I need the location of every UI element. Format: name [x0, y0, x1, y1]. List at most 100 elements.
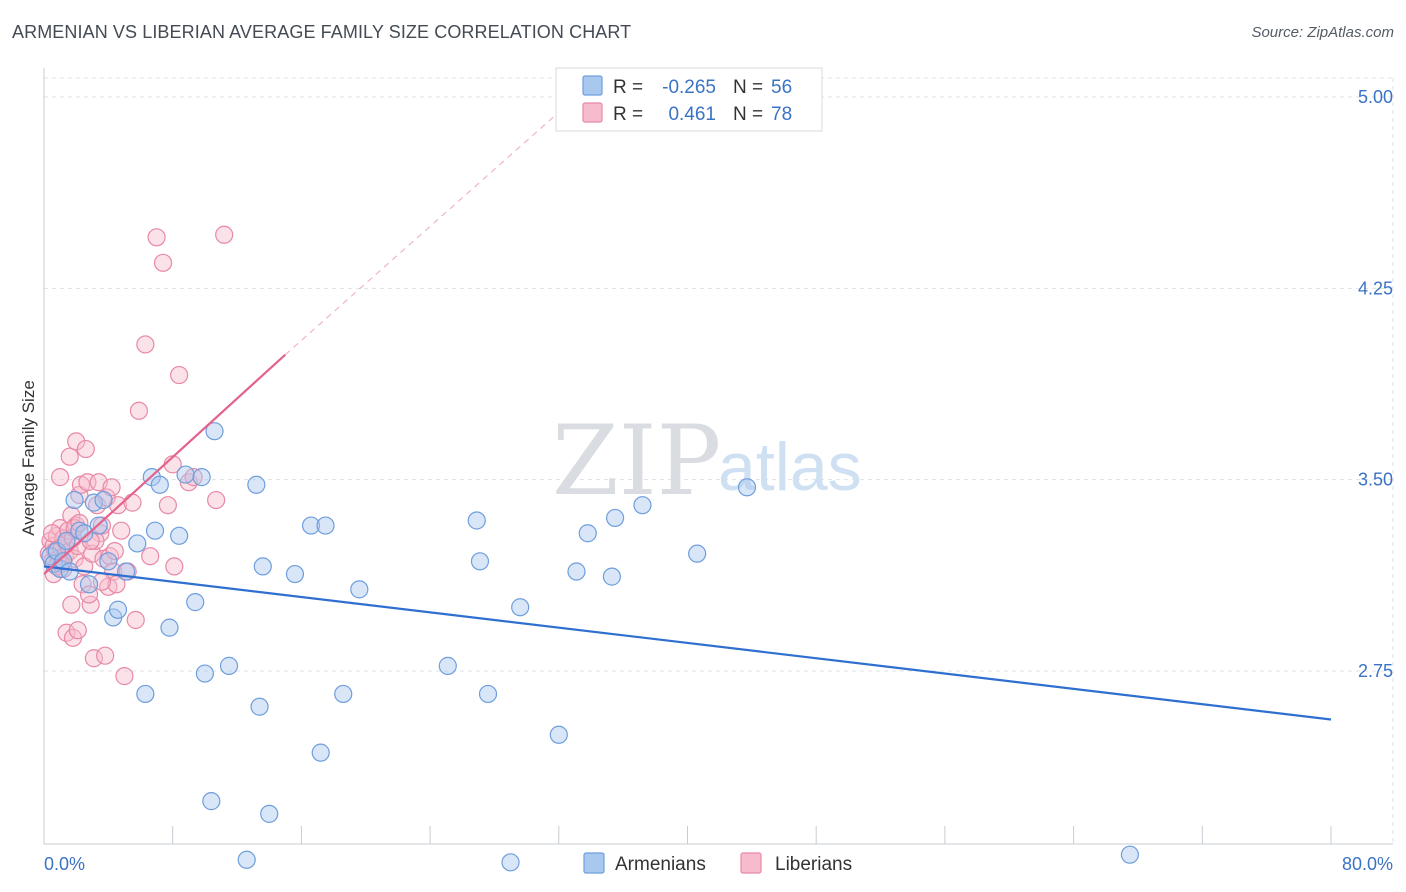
liberian-point: [67, 432, 86, 451]
bottom-legend-label-liberians: Liberians: [775, 854, 852, 875]
armenian-point: [160, 618, 179, 637]
armenian-point: [602, 567, 621, 586]
armenian-point: [60, 562, 79, 581]
liberian-point: [73, 575, 92, 594]
legend-n-value-armenians: 56: [771, 77, 792, 98]
legend-r-label-liberians: R =: [613, 104, 643, 125]
legend-n-value-liberians: 78: [771, 104, 792, 125]
armenian-point: [334, 684, 353, 704]
liberian-trend-line: [43, 353, 287, 575]
armenian-point: [311, 743, 330, 762]
armenian-point: [250, 697, 269, 716]
armenian-point: [219, 656, 239, 675]
liberian-point: [50, 468, 70, 487]
liberian-points: [39, 225, 234, 686]
liberian-point: [141, 547, 160, 566]
liberian-point: [115, 667, 134, 686]
armenian-point: [438, 656, 457, 675]
liberian-point: [207, 490, 226, 510]
armenian-point: [1120, 845, 1140, 864]
liberian-point: [62, 595, 81, 614]
armenian-point: [567, 562, 586, 581]
armenian-point: [195, 664, 214, 683]
armenian-point: [65, 490, 84, 510]
liberian-point: [136, 335, 155, 354]
liberian-point: [60, 447, 79, 466]
liberian-point: [215, 225, 234, 244]
legend-n-label-armenians: N =: [733, 77, 763, 98]
armenian-point: [467, 511, 486, 530]
y-axis-label: Average Family Size: [19, 380, 38, 536]
armenian-point: [128, 534, 147, 553]
armenian-point: [145, 521, 165, 540]
armenian-point: [136, 684, 155, 704]
armenian-point: [260, 804, 279, 823]
y-tick-label: 2.75: [1358, 661, 1393, 681]
armenian-point: [578, 524, 597, 543]
y-tick-label: 3.50: [1358, 470, 1393, 490]
y-tick-labels: 5.00 4.25 3.50 2.75: [1358, 87, 1393, 681]
liberian-point: [76, 439, 95, 459]
armenian-point: [75, 524, 94, 543]
legend-n-label-liberians: N =: [733, 104, 763, 125]
armenian-point: [99, 552, 118, 571]
source-label: Source: ZipAtlas.com: [1251, 24, 1394, 41]
liberian-trend-extension: [284, 111, 560, 356]
armenian-point: [511, 598, 530, 617]
armenian-point: [606, 508, 625, 528]
armenian-point: [633, 496, 652, 515]
armenian-point: [57, 531, 76, 550]
armenian-point: [316, 516, 335, 535]
legend-swatch-armenians: [582, 75, 603, 96]
liberian-point: [129, 401, 149, 420]
armenian-point: [186, 593, 205, 612]
armenian-point: [192, 468, 211, 487]
armenian-point: [176, 465, 195, 484]
liberian-point: [102, 478, 121, 497]
trend-lines: [43, 111, 1332, 721]
liberian-point: [153, 253, 173, 272]
series-legend: Armenians Liberians: [583, 852, 852, 875]
watermark-atlas: atlas: [718, 429, 862, 505]
legend-r-label-armenians: R =: [613, 77, 643, 98]
liberian-point: [112, 521, 131, 540]
armenian-point: [253, 557, 272, 576]
armenian-point: [170, 526, 189, 545]
correlation-legend: R = -0.265 N = 56 R = 0.461 N = 78: [555, 67, 823, 132]
liberian-point: [165, 557, 184, 576]
armenian-point: [237, 850, 256, 869]
liberian-point: [123, 493, 142, 512]
armenian-point: [205, 422, 224, 441]
armenian-point: [247, 475, 266, 494]
armenian-point: [285, 564, 305, 584]
armenian-point: [350, 580, 369, 599]
chart-title: ARMENIAN VS LIBERIAN AVERAGE FAMILY SIZE…: [12, 22, 632, 42]
y-tick-label: 4.25: [1358, 278, 1393, 298]
legend-swatch-liberians: [582, 102, 603, 123]
legend-r-value-armenians: -0.265: [662, 77, 716, 98]
armenian-point: [501, 853, 520, 872]
liberian-point: [70, 513, 89, 533]
armenian-point: [108, 600, 128, 619]
armenian-trend-line: [43, 565, 1332, 721]
bottom-legend-swatch-liberians: [740, 852, 762, 874]
liberian-point: [147, 228, 166, 247]
axes: [43, 68, 1393, 845]
liberian-point: [42, 524, 62, 543]
armenian-point: [688, 544, 707, 563]
liberian-point: [105, 541, 124, 561]
armenian-point: [202, 792, 221, 811]
x-tick-label-min: 0.0%: [44, 854, 85, 874]
legend-r-value-liberians: 0.461: [668, 104, 716, 125]
y-tick-label: 5.00: [1358, 87, 1393, 107]
liberian-point: [68, 621, 87, 640]
liberian-point: [84, 649, 103, 668]
liberian-point: [96, 646, 115, 665]
x-tick-label-max: 80.0%: [1342, 854, 1393, 874]
liberian-point: [158, 496, 177, 515]
armenian-point: [150, 475, 169, 494]
armenian-point: [79, 575, 99, 594]
liberian-point: [79, 585, 99, 604]
armenian-point: [70, 521, 89, 540]
